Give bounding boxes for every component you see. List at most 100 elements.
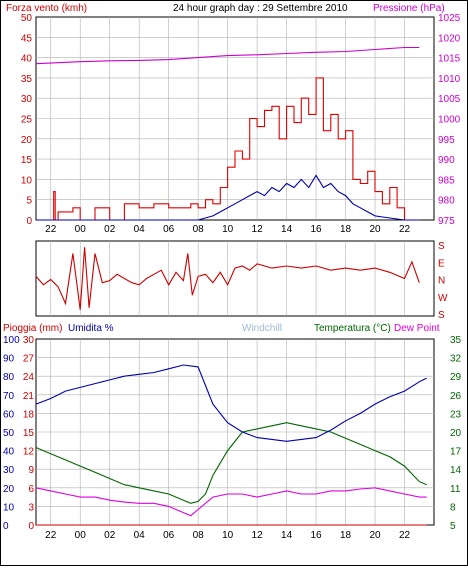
- windchill-axis-title: Windchill: [242, 323, 282, 334]
- temperature-tick-label: 11: [450, 484, 461, 495]
- temperature-tick-label: 29: [450, 372, 462, 383]
- humidity-tick-label: 40: [3, 447, 15, 458]
- direction-label: E: [438, 258, 445, 269]
- hour-tick-label: 08: [193, 530, 205, 541]
- pressure-tick-label: 1025: [438, 13, 461, 24]
- wind-tick-label: 20: [21, 135, 33, 146]
- hour-tick-label: 20: [369, 530, 381, 541]
- rain-tick-label: 0: [28, 521, 34, 532]
- wind-tick-label: 0: [26, 216, 32, 227]
- pressure-tick-label: 1015: [438, 54, 461, 65]
- graph-title: 24 hour graph day : 29 Settembre 2010: [173, 3, 348, 14]
- wind-tick-label: 10: [21, 175, 33, 186]
- hour-tick-label: 14: [281, 224, 293, 235]
- humidity-tick-label: 100: [3, 335, 20, 346]
- humidity-tick-label: 10: [3, 502, 15, 513]
- rain-tick-label: 30: [23, 335, 35, 346]
- pressure-tick-label: 980: [438, 196, 455, 207]
- temperature-tick-label: 35: [450, 335, 462, 346]
- temperature-tick-label: 8: [450, 502, 456, 513]
- rain-tick-label: 6: [28, 484, 34, 495]
- humidity-tick-label: 50: [3, 428, 15, 439]
- temperature-tick-label: 17: [450, 447, 462, 458]
- wind-speed-series-line: [36, 174, 420, 221]
- hour-tick-label: 12: [252, 530, 264, 541]
- humidity-tick-label: 0: [3, 521, 9, 532]
- hour-tick-label: 22: [45, 224, 57, 235]
- hour-tick-label: 14: [281, 530, 293, 541]
- hour-tick-label: 06: [163, 224, 175, 235]
- rain-tick-label: 27: [23, 354, 35, 365]
- temperature-tick-label: 26: [450, 391, 462, 402]
- direction-label: N: [438, 276, 445, 287]
- hour-tick-label: 22: [45, 530, 57, 541]
- temperature-tick-label: 32: [450, 354, 462, 365]
- rain-tick-label: 24: [23, 372, 35, 383]
- pressure-tick-label: 1000: [438, 115, 461, 126]
- temperature-axis-title: Temperatura (°C): [314, 323, 391, 334]
- humidity-tick-label: 90: [3, 354, 15, 365]
- wind-tick-label: 25: [21, 115, 33, 126]
- direction-label: W: [438, 293, 448, 304]
- pressure-tick-label: 990: [438, 155, 455, 166]
- wind-tick-label: 40: [21, 54, 33, 65]
- rain-axis-title: Pioggia (mm): [3, 323, 62, 334]
- dewpoint-series-line: [35, 487, 427, 517]
- pressure-tick-label: 985: [438, 175, 455, 186]
- hour-tick-label: 04: [134, 530, 146, 541]
- humidity-tick-label: 20: [3, 484, 15, 495]
- hour-tick-label: 08: [193, 224, 205, 235]
- hour-tick-label: 06: [163, 530, 175, 541]
- hour-tick-label: 18: [340, 530, 352, 541]
- wind-axis-title: Forza vento (kmh): [6, 3, 87, 14]
- rain-tick-label: 9: [28, 465, 34, 476]
- hour-tick-label: 22: [399, 530, 411, 541]
- direction-label: S: [438, 241, 445, 252]
- hour-tick-label: 00: [75, 224, 87, 235]
- hour-tick-label: 02: [104, 224, 116, 235]
- rain-tick-label: 18: [23, 409, 35, 420]
- rain-tick-label: 21: [23, 391, 35, 402]
- pressure-tick-label: 1005: [438, 94, 461, 105]
- rain-tick-label: 15: [23, 428, 35, 439]
- hour-tick-label: 12: [252, 224, 264, 235]
- pressure-tick-label: 975: [438, 216, 455, 227]
- rain-tick-label: 3: [28, 502, 34, 513]
- rain-tick-label: 12: [23, 447, 35, 458]
- dewpoint-axis-title: Dew Point: [394, 323, 440, 334]
- wind-tick-label: 45: [21, 33, 33, 44]
- pressure-tick-label: 995: [438, 135, 455, 146]
- direction-label: S: [438, 310, 445, 321]
- temperature-tick-label: 14: [450, 465, 462, 476]
- hour-tick-label: 22: [399, 224, 411, 235]
- wind-tick-label: 50: [21, 13, 33, 24]
- hour-tick-label: 04: [134, 224, 146, 235]
- pressure-axis-title: Pressione (hPa): [373, 3, 445, 14]
- humidity-tick-label: 60: [3, 409, 15, 420]
- humidity-tick-label: 80: [3, 372, 15, 383]
- temperature-tick-label: 20: [450, 428, 462, 439]
- pressure-tick-label: 1020: [438, 33, 461, 44]
- hour-tick-label: 20: [369, 224, 381, 235]
- temperature-tick-label: 5: [450, 521, 456, 532]
- wind-direction-plot-area: [35, 240, 435, 317]
- hour-tick-label: 00: [75, 530, 87, 541]
- humidity-tick-label: 70: [3, 391, 15, 402]
- pressure-series-line: [35, 46, 420, 65]
- rain-humidity-temperature-panel: 0 10 20 30 40 50 60 70 80 90 100 0 3 6 9 12 15 18 21 24 27 3…: [3, 335, 462, 541]
- temperature-series-line: [35, 422, 427, 504]
- wind-tick-label: 5: [26, 196, 32, 207]
- pressure-tick-label: 1010: [438, 74, 461, 85]
- hour-tick-label: 16: [311, 530, 323, 541]
- hour-tick-label: 10: [222, 530, 234, 541]
- humidity-tick-label: 30: [3, 465, 15, 476]
- temperature-tick-label: 23: [450, 409, 462, 420]
- humidity-axis-title: Umidita %: [68, 323, 114, 334]
- wind-tick-label: 30: [21, 94, 33, 105]
- hour-tick-label: 10: [222, 224, 234, 235]
- wind-tick-label: 35: [21, 74, 33, 85]
